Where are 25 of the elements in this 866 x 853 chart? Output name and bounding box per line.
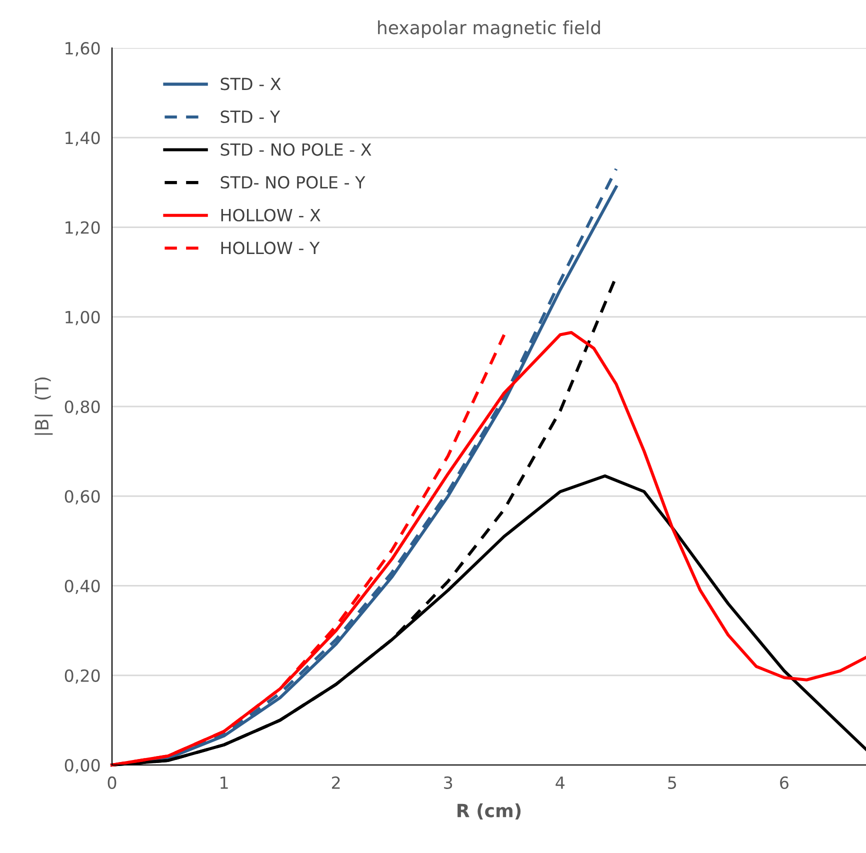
y-tick-label: 0,60 — [64, 490, 100, 504]
x-tick-label: 1 — [220, 776, 228, 789]
legend-label: STD - X — [220, 78, 281, 90]
legend-label: STD - Y — [220, 110, 280, 124]
y-tick-label: 0,00 — [64, 758, 100, 774]
y-tick-label: 0,80 — [64, 400, 100, 415]
y-tick-label: 1,20 — [66, 221, 100, 236]
y-tick-label: 1,60 — [66, 42, 100, 56]
legend-label: STD - NO POLE - X — [220, 143, 372, 156]
y-tick-label: 1,40 — [66, 132, 100, 146]
x-tick-label: 3 — [444, 776, 452, 790]
y-tick-label: 1,00 — [66, 310, 100, 326]
x-tick-label: 5 — [668, 776, 676, 790]
legend-label: HOLLOW - Y — [221, 242, 320, 254]
x-tick-label: 0 — [108, 776, 116, 790]
chart-title: hexapolar magnetic field — [378, 20, 600, 38]
y-tick-label: 0,40 — [64, 580, 100, 594]
x-tick-label: 6 — [780, 776, 788, 790]
y-axis-title: |B| (T) — [34, 377, 53, 435]
y-tick-label: 0,20 — [64, 669, 100, 684]
x-axis-title: R (cm) — [458, 803, 521, 820]
legend-label: HOLLOW - X — [221, 208, 320, 222]
x-tick-label: 4 — [556, 776, 565, 789]
x-tick-label: 2 — [332, 776, 340, 789]
legend-label: STD- NO POLE - Y — [220, 176, 366, 189]
